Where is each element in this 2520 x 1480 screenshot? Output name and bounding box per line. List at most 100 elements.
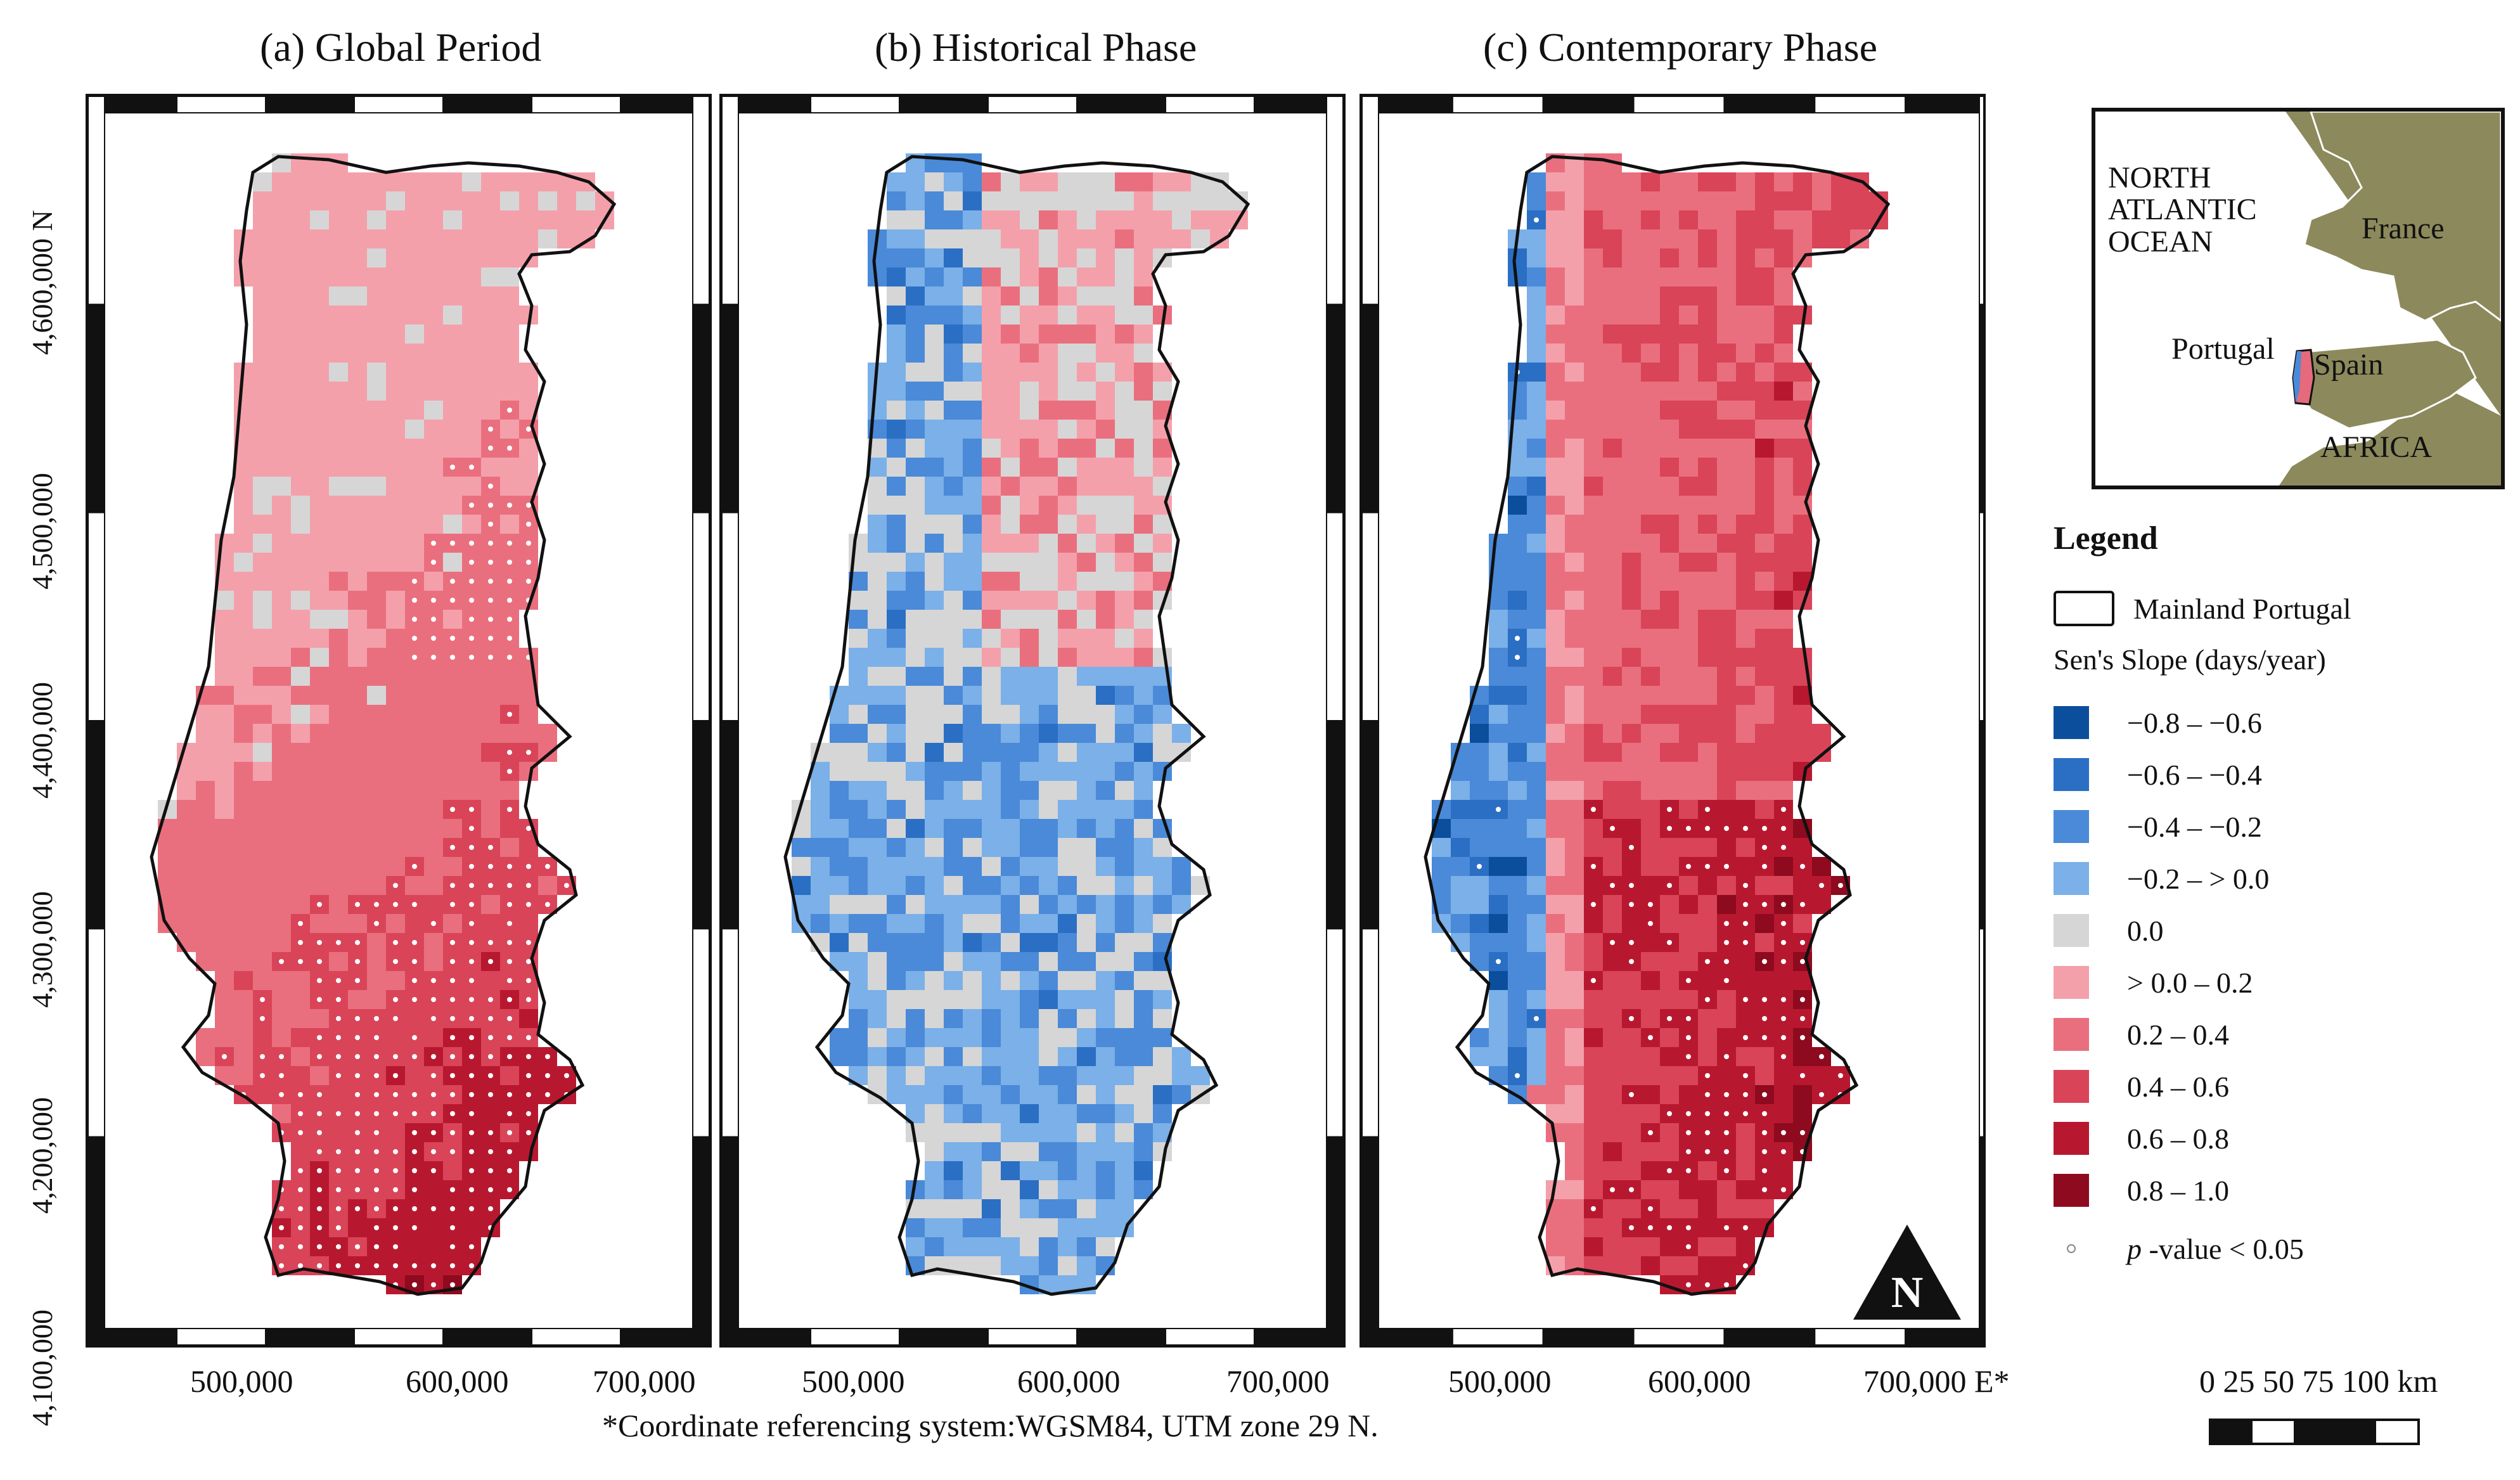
grid-cell	[1134, 572, 1153, 591]
grid-cell	[1717, 781, 1736, 800]
grid-cell	[868, 534, 887, 553]
grid-cell	[1793, 534, 1812, 553]
frame-ruler-segment	[1723, 96, 1816, 113]
grid-cell	[849, 1009, 868, 1028]
grid-cell	[348, 344, 367, 363]
grid-cell	[925, 914, 944, 933]
grid-cell	[1153, 553, 1172, 572]
grid-cell	[291, 610, 310, 629]
significance-dot	[1686, 1054, 1691, 1059]
grid-cell	[1096, 1161, 1115, 1180]
significance-dot	[450, 1016, 455, 1021]
significance-dot	[298, 1111, 303, 1116]
grid-cell	[1508, 477, 1527, 496]
significance-dot	[374, 1016, 379, 1021]
grid-cell	[386, 363, 405, 382]
grid-cell	[1736, 534, 1755, 553]
grid-cell	[1020, 1142, 1039, 1161]
grid-cell	[310, 248, 329, 267]
grid-cell	[1058, 990, 1077, 1009]
grid-cell	[1603, 1237, 1622, 1256]
significance-dot	[1534, 1016, 1539, 1021]
grid-cell	[329, 248, 348, 267]
grid-cell	[1153, 458, 1172, 477]
legend-class-item: −0.8 – −0.6	[2054, 700, 2262, 745]
grid-cell	[1774, 667, 1793, 686]
grid-cell	[1755, 572, 1774, 591]
significance-dot	[507, 864, 512, 869]
grid-cell	[1001, 439, 1020, 458]
grid-cell	[1641, 629, 1660, 648]
grid-cell	[1793, 553, 1812, 572]
grid-cell	[1717, 800, 1736, 819]
grid-cell	[1584, 572, 1603, 591]
grid-cell	[1527, 515, 1546, 534]
grid-cell	[792, 838, 811, 857]
significance-dot	[469, 1054, 474, 1059]
grid-cell	[1001, 1028, 1020, 1047]
grid-cell	[1096, 458, 1115, 477]
grid-cell	[982, 781, 1001, 800]
significance-dot	[1800, 902, 1805, 907]
grid-cell	[1001, 990, 1020, 1009]
grid-cell	[443, 363, 462, 382]
grid-cell	[1001, 724, 1020, 743]
significance-dot	[469, 883, 474, 888]
grid-cell	[386, 762, 405, 781]
grid-cell	[1546, 838, 1565, 857]
grid-cell	[849, 914, 868, 933]
grid-cell	[925, 267, 944, 286]
grid-cell	[1508, 819, 1527, 838]
grid-cell	[348, 629, 367, 648]
grid-cell	[1584, 153, 1603, 172]
grid-cell	[1622, 762, 1641, 781]
grid-cell	[1584, 762, 1603, 781]
frame-ruler-segment	[1979, 304, 1983, 513]
grid-cell	[1755, 686, 1774, 705]
inset-label-ocean-line: NORTH	[2108, 161, 2211, 195]
significance-dot	[1667, 826, 1672, 831]
grid-cell	[1058, 781, 1077, 800]
significance-dot	[431, 636, 436, 641]
y-tick-label: 4,200,000	[26, 1097, 58, 1214]
frame-ruler-segment	[692, 96, 709, 306]
grid-cell	[1736, 439, 1755, 458]
grid-cell	[1584, 1218, 1603, 1237]
significance-dot	[355, 1168, 360, 1173]
grid-cell	[1584, 724, 1603, 743]
grid-cell	[1565, 1009, 1584, 1028]
grid-cell	[424, 229, 443, 248]
grid-cell	[272, 172, 291, 191]
grid-cell	[1679, 344, 1698, 363]
grid-cell	[906, 572, 925, 591]
grid-cell	[849, 781, 868, 800]
grid-cell	[348, 857, 367, 876]
grid-cell	[1698, 420, 1717, 439]
legend-class-swatch	[2054, 914, 2089, 947]
grid-cell	[1641, 248, 1660, 267]
grid-cell	[1115, 781, 1134, 800]
grid-cell	[1565, 1028, 1584, 1047]
significance-dot	[317, 1054, 322, 1059]
grid-cell	[405, 267, 424, 286]
grid-cell	[310, 229, 329, 248]
grid-cell	[1077, 876, 1096, 895]
grid-cell	[1115, 971, 1134, 990]
significance-dot	[469, 1111, 474, 1116]
significance-dot	[1743, 997, 1748, 1002]
grid-cell	[1077, 743, 1096, 762]
grid-cell	[443, 857, 462, 876]
grid-cell	[1134, 210, 1153, 229]
grid-cell	[1527, 933, 1546, 952]
grid-cell	[1660, 439, 1679, 458]
grid-cell	[1153, 895, 1172, 914]
grid-cell	[1755, 933, 1774, 952]
grid-cell	[405, 401, 424, 420]
grid-cell	[329, 344, 348, 363]
grid-cell	[1039, 724, 1058, 743]
grid-cell	[500, 458, 519, 477]
map-panel-historical	[719, 94, 1346, 1348]
grid-cell	[1755, 762, 1774, 781]
grid-cell	[1603, 762, 1622, 781]
grid-cell	[906, 610, 925, 629]
